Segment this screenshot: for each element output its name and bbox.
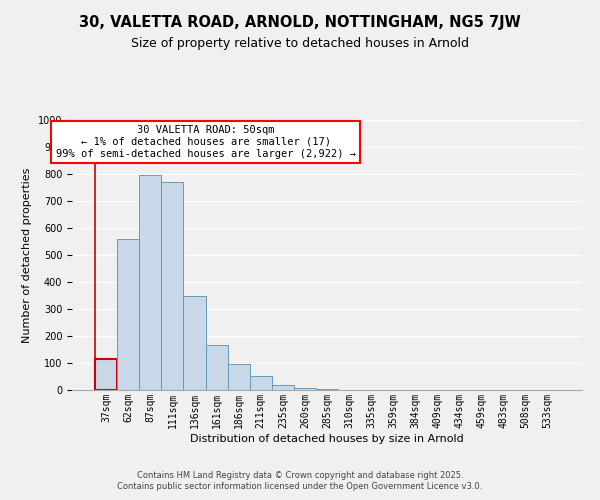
X-axis label: Distribution of detached houses by size in Arnold: Distribution of detached houses by size … — [190, 434, 464, 444]
Text: 30, VALETTA ROAD, ARNOLD, NOTTINGHAM, NG5 7JW: 30, VALETTA ROAD, ARNOLD, NOTTINGHAM, NG… — [79, 15, 521, 30]
Bar — [250, 376, 272, 390]
Bar — [161, 182, 184, 390]
Y-axis label: Number of detached properties: Number of detached properties — [22, 168, 32, 342]
Bar — [316, 388, 338, 390]
Text: Size of property relative to detached houses in Arnold: Size of property relative to detached ho… — [131, 38, 469, 51]
Text: Contains public sector information licensed under the Open Government Licence v3: Contains public sector information licen… — [118, 482, 482, 491]
Text: 30 VALETTA ROAD: 50sqm
← 1% of detached houses are smaller (17)
99% of semi-deta: 30 VALETTA ROAD: 50sqm ← 1% of detached … — [56, 126, 356, 158]
Bar — [272, 385, 294, 390]
Bar — [294, 388, 316, 390]
Bar — [227, 364, 250, 390]
Bar — [95, 359, 117, 390]
Bar — [184, 296, 206, 390]
Bar — [117, 239, 139, 390]
Bar — [139, 176, 161, 390]
Text: Contains HM Land Registry data © Crown copyright and database right 2025.: Contains HM Land Registry data © Crown c… — [137, 471, 463, 480]
Bar — [206, 344, 227, 390]
